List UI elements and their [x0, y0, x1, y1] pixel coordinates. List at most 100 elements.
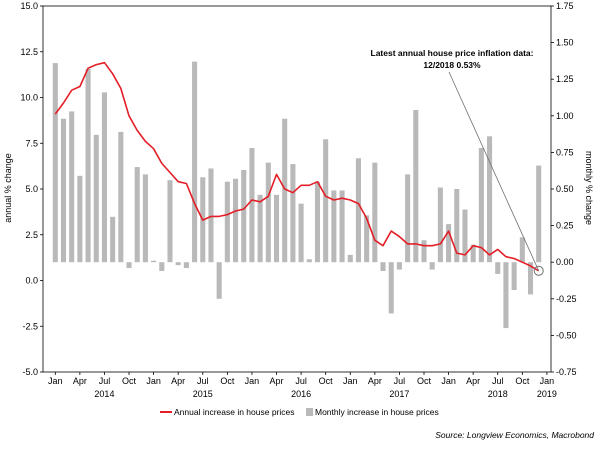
right-tick-label: 1.50 [556, 38, 574, 48]
x-year-label: 2014 [94, 389, 114, 399]
bar-monthly-change [298, 203, 304, 263]
bar-monthly-change [175, 262, 181, 266]
legend-bar-swatch [306, 408, 313, 416]
x-tick-label: Apr [171, 376, 185, 386]
bar-monthly-change [118, 131, 124, 263]
left-tick-label: 15.0 [20, 1, 38, 11]
bar-monthly-change [77, 175, 83, 263]
x-tick-label: Apr [270, 376, 284, 386]
right-tick-label: 0.50 [556, 184, 574, 194]
bar-monthly-change [290, 164, 296, 263]
bar-monthly-change [314, 181, 321, 263]
bar-monthly-change [396, 262, 402, 270]
x-tick-label: Oct [220, 376, 235, 386]
bar-monthly-change [273, 194, 280, 263]
bar-monthly-change [519, 237, 525, 263]
bar-monthly-change [446, 224, 452, 263]
right-tick-label: 0.75 [556, 147, 574, 157]
x-tick-label: Apr [466, 376, 480, 386]
right-axis-label: monthly % change [584, 151, 594, 225]
bar-monthly-change [233, 178, 239, 263]
bar-monthly-change [142, 174, 148, 263]
x-year-label: 2019 [537, 389, 557, 399]
bar-monthly-change [216, 262, 222, 299]
x-year-label: 2017 [389, 389, 409, 399]
bar-monthly-change [470, 244, 476, 263]
bar-monthly-change [192, 61, 198, 263]
bar-monthly-change [159, 262, 165, 271]
bar-monthly-change [495, 262, 501, 274]
bar-monthly-change [134, 167, 140, 263]
right-tick-label: 1.00 [556, 111, 574, 121]
legend: Annual increase in house prices Monthly … [160, 407, 439, 417]
bar-monthly-change [462, 209, 468, 263]
bar-monthly-change [249, 148, 255, 263]
x-tick-label: Jul [492, 376, 504, 386]
bar-monthly-change [60, 118, 67, 263]
x-tick-label: Jan [343, 376, 358, 386]
source-note: Source: Longview Economics, Macrobond [435, 430, 594, 440]
bar-monthly-change [257, 194, 263, 263]
bar-monthly-change [454, 189, 460, 263]
bar-monthly-change [364, 215, 370, 263]
right-tick-label: 1.25 [556, 74, 574, 84]
left-tick-label: 0.0 [25, 276, 38, 286]
x-tick-label: Apr [368, 376, 382, 386]
x-tick-label: Jul [295, 376, 307, 386]
bar-monthly-change [487, 136, 493, 263]
x-tick-label: Jul [197, 376, 209, 386]
bar-monthly-change [339, 190, 345, 263]
x-tick-label: Jan [146, 376, 161, 386]
bar-monthly-change [167, 180, 173, 263]
bar-monthly-change [437, 187, 443, 263]
bar-monthly-change [413, 109, 419, 263]
x-year-label: 2015 [193, 389, 213, 399]
bar-monthly-change [421, 240, 427, 263]
bar-monthly-change [347, 254, 353, 263]
bar-monthly-change [503, 262, 509, 329]
left-tick-label: -2.5 [22, 321, 38, 331]
x-tick-label: Jan [245, 376, 260, 386]
right-tick-label: 0.00 [556, 257, 574, 267]
bar-monthly-change [536, 165, 542, 263]
x-tick-label: Oct [417, 376, 432, 386]
bar-monthly-change [183, 262, 189, 269]
x-tick-label: Oct [122, 376, 137, 386]
bar-monthly-change [110, 216, 116, 263]
plot-area: 15.0 12.5 10.0 7.5 5.0 2.5 0.0 -2.5 -5.0 1.75 1.50… [20, 1, 576, 399]
legend-line-label: Annual increase in house prices [174, 407, 295, 417]
bar-monthly-change [101, 92, 107, 263]
left-tick-label: -5.0 [22, 367, 38, 377]
latest-value-marker [533, 265, 544, 276]
bar-monthly-change [208, 168, 214, 263]
left-tick-label: 10.0 [20, 93, 38, 103]
bar-monthly-change [331, 190, 337, 263]
bar-monthly-change [69, 111, 75, 263]
left-axis-label: annual % change [3, 153, 13, 223]
bar-monthly-change [224, 181, 230, 263]
x-year-label: 2016 [291, 389, 311, 399]
bar-monthly-change [380, 262, 386, 271]
line-annual-change [54, 61, 540, 272]
bar-monthly-change [388, 262, 394, 314]
x-year-label: 2018 [488, 389, 508, 399]
annotation-line-2: 12/2018 0.53% [423, 60, 481, 70]
bar-monthly-change [323, 139, 329, 263]
bar-monthly-change [93, 134, 99, 263]
bar-monthly-change [429, 262, 435, 270]
bar-monthly-change [527, 262, 534, 295]
right-tick-label: 1.75 [556, 1, 574, 11]
x-tick-label: Oct [515, 376, 530, 386]
bar-monthly-change [126, 262, 132, 269]
bar-monthly-change [405, 174, 411, 263]
left-tick-label: 2.5 [25, 230, 38, 240]
bar-monthly-change [241, 169, 247, 263]
bar-monthly-change [282, 118, 288, 263]
bar-monthly-change [151, 260, 157, 263]
bar-monthly-change [265, 162, 271, 263]
right-tick-label: 0.25 [556, 221, 574, 231]
x-tick-label: Oct [319, 376, 334, 386]
left-tick-label: 5.0 [25, 184, 38, 194]
left-tick-label: 12.5 [20, 47, 38, 57]
